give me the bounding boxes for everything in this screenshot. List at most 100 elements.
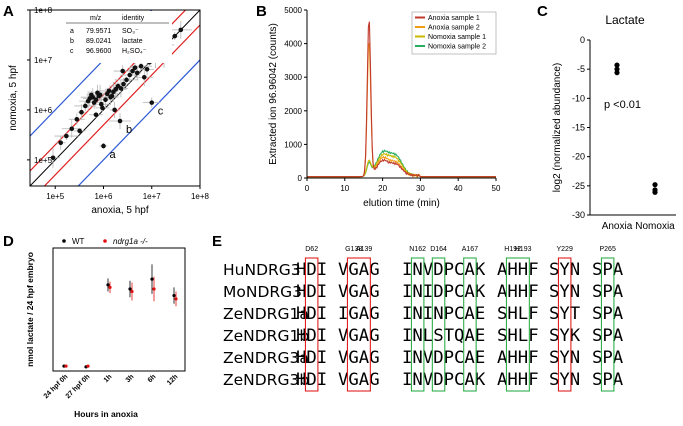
panel-letter-a: A bbox=[3, 3, 14, 20]
x-axis-label: elution time (min) bbox=[363, 198, 440, 209]
sequence-block: ININPCAE bbox=[402, 304, 485, 324]
y-tick-label: -20 bbox=[572, 152, 585, 162]
legend-label-wt: WT bbox=[72, 237, 85, 246]
x-axis-label: Hours in anoxia bbox=[74, 409, 138, 419]
data-point bbox=[97, 92, 103, 98]
y-tick-label: 5000 bbox=[284, 6, 302, 15]
y-tick-label: -15 bbox=[572, 123, 585, 133]
lower-blue-line bbox=[77, 59, 200, 186]
y-tick-label: 3000 bbox=[284, 73, 302, 82]
sequence-block: SPA bbox=[592, 304, 624, 324]
panel-letter-c: C bbox=[537, 3, 548, 20]
data-point bbox=[83, 103, 88, 109]
table-row-id: b bbox=[70, 38, 74, 45]
y-tick-label: 1e+8 bbox=[34, 6, 53, 15]
sequence-block: SPA bbox=[592, 348, 624, 368]
data-point bbox=[144, 67, 150, 72]
conserved-residue-box bbox=[346, 257, 371, 392]
y-tick-label: 1e+5 bbox=[34, 156, 53, 165]
y-tick-label: -10 bbox=[572, 93, 585, 103]
data-point bbox=[132, 65, 138, 70]
data-point bbox=[130, 68, 135, 74]
sequence-block: HDI bbox=[296, 282, 327, 302]
sequence-name: ZeNDRG3a bbox=[223, 349, 309, 367]
sequence-block: VGAG bbox=[338, 260, 380, 280]
data-point bbox=[150, 277, 154, 281]
table-row-id: c bbox=[70, 48, 74, 55]
y-tick-label: 0 bbox=[580, 35, 585, 45]
y-axis-label: nmol lactate / 24 hpf embryo bbox=[25, 252, 35, 367]
point-label-c: c bbox=[158, 106, 164, 118]
data-point bbox=[118, 86, 124, 91]
sequence-block: INVDPCAE bbox=[402, 348, 485, 368]
legend-label: Nomoxia sample 2 bbox=[428, 44, 486, 51]
sequence-block: SPA bbox=[592, 326, 624, 346]
data-point bbox=[141, 74, 147, 80]
residue-label: D164 bbox=[430, 246, 447, 253]
y-tick-label: -30 bbox=[572, 210, 585, 220]
residue-label: H192 bbox=[504, 246, 521, 253]
x-tick-label: 10 bbox=[340, 184, 349, 193]
category-label: 6h bbox=[147, 373, 158, 384]
y-tick-label: 1000 bbox=[284, 140, 302, 149]
y-tick-label: 0 bbox=[298, 174, 303, 183]
sequence-block: AHHF bbox=[497, 370, 539, 390]
residue-label: H193 bbox=[515, 246, 532, 253]
legend-label: Anoxia sample 2 bbox=[428, 25, 480, 32]
data-point bbox=[112, 107, 117, 113]
residue-label: A139 bbox=[356, 246, 372, 253]
data-point bbox=[614, 70, 620, 76]
sequence-block: INVDPCAK bbox=[402, 370, 486, 390]
sequence-block: HDI bbox=[296, 304, 327, 324]
data-point bbox=[138, 63, 144, 69]
data-point bbox=[652, 182, 658, 188]
data-point bbox=[50, 155, 56, 161]
y-tick-label: 1e+6 bbox=[34, 106, 53, 115]
data-point bbox=[79, 109, 84, 115]
conserved-residue-box bbox=[431, 257, 446, 392]
y-tick-label: -25 bbox=[572, 181, 585, 191]
data-point bbox=[652, 189, 658, 195]
data-point bbox=[100, 105, 105, 111]
data-point bbox=[93, 112, 99, 118]
residue-label: A167 bbox=[462, 246, 478, 253]
sequence-block: SYN bbox=[549, 370, 580, 390]
sequence-block: SPA bbox=[592, 260, 624, 280]
data-point bbox=[178, 27, 184, 33]
x-tick-label: 50 bbox=[492, 184, 501, 193]
data-point bbox=[120, 68, 125, 74]
table-row-identity: SO₃⁻ bbox=[122, 28, 139, 35]
legend-marker-wt bbox=[62, 239, 66, 243]
x-tick-label: 1e+8 bbox=[191, 192, 210, 201]
residue-label: P265 bbox=[599, 246, 615, 253]
sequence-block: SHLF bbox=[497, 326, 539, 346]
sequence-block: AHHF bbox=[497, 348, 539, 368]
y-axis-label: log2 (normalized abundance) bbox=[552, 63, 563, 193]
sequence-block: SHLF bbox=[497, 304, 539, 324]
sequence-block: SPA bbox=[592, 282, 624, 302]
trace-anoxia-sample-1 bbox=[307, 21, 496, 178]
legend-label-mutant: ndrg1a -/- bbox=[113, 237, 148, 246]
data-point bbox=[127, 72, 133, 78]
y-tick-label: -5 bbox=[577, 64, 585, 74]
sequence-name: ZeNDRG1a bbox=[223, 305, 309, 323]
y-tick-label: 1e+7 bbox=[34, 56, 53, 65]
data-point bbox=[64, 133, 69, 139]
legend-label: Anoxia sample 1 bbox=[428, 15, 480, 22]
y-axis-label: Extracted ion 96.96042 (counts) bbox=[268, 23, 279, 165]
data-point bbox=[134, 70, 140, 76]
x-tick-label: 1e+6 bbox=[94, 192, 113, 201]
table-header-identity: identity bbox=[122, 15, 145, 22]
sequence-block: SYK bbox=[549, 326, 581, 346]
sequence-block: HDI bbox=[296, 326, 327, 346]
data-point bbox=[128, 287, 132, 291]
category-label: Nomoxia bbox=[635, 221, 675, 232]
data-point bbox=[614, 62, 620, 68]
data-point bbox=[69, 126, 75, 132]
data-point bbox=[117, 118, 123, 124]
data-point bbox=[98, 101, 104, 107]
data-point bbox=[172, 293, 176, 298]
sequence-block: HDI bbox=[296, 348, 327, 368]
